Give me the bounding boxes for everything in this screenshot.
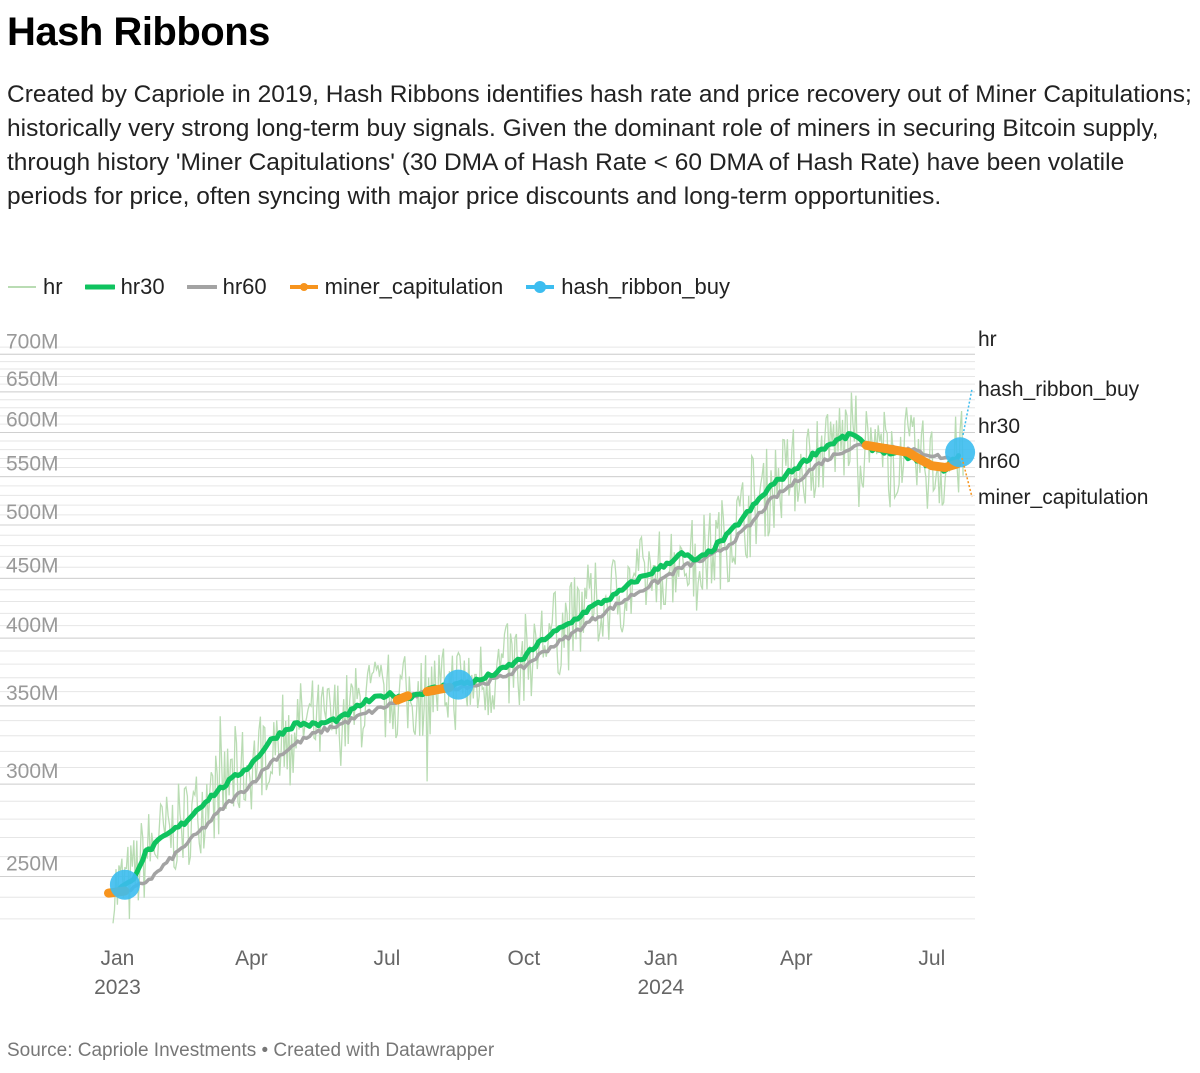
hr30-line [110,431,962,895]
hash-ribbons-chart: 250M 300M 350M 400M 450M 500M 550M 600M 650M 700M… [0,328,1148,999]
legend-item-miner-capitulation[interactable]: miner_capitulation [289,274,504,300]
hr30-series [110,431,962,895]
legend-label-hr60: hr60 [222,274,267,299]
x-tick-label: Jul [918,947,945,970]
hr60-line [129,442,961,893]
x-tick-label: Jan [101,947,135,970]
legend-label-miner-capitulation: miner_capitulation [324,274,504,299]
legend-item-hash-ribbon-buy[interactable]: hash_ribbon_buy [525,274,730,300]
y-tick-label: 650M [6,368,59,391]
x-tick-label: Oct [508,947,541,970]
end-labels: hr hash_ribbon_buy hr30 hr60 miner_capitulat… [961,328,1148,509]
end-label-leader [961,457,973,498]
x-tick-year-label: 2024 [638,976,685,999]
hash-ribbon-buy-point[interactable] [945,437,976,468]
legend-item-hr30[interactable]: hr30 [84,274,165,300]
legend: hr hr30 hr60 miner_capitulation hash_rib… [7,272,752,302]
y-tick-label: 550M [6,453,59,476]
hash-ribbon-buy-point[interactable] [109,869,140,900]
x-tick-year-label: 2023 [94,976,141,999]
legend-hr30-line-icon [84,284,115,290]
y-tick-label: 350M [6,682,59,705]
end-label-hash-ribbon-buy: hash_ribbon_buy [978,378,1140,401]
y-tick-label: 250M [6,853,59,876]
end-label-leader [962,388,973,436]
x-axis-labels: Jan 2023 Apr Jul Oct Jan 2024 Apr Jul [94,947,945,999]
hash-ribbon-buy-series [109,437,976,900]
legend-miner-capitulation-icon [289,283,318,291]
legend-item-hr60[interactable]: hr60 [186,274,267,300]
hr-series [112,392,964,924]
x-tick-label: Jan [644,947,678,970]
legend-hr60-line-icon [186,285,217,289]
chart-description: Created by Capriole in 2019, Hash Ribbon… [7,81,1192,210]
legend-hr-line-icon [8,286,36,288]
hash-ribbon-buy-point[interactable] [443,669,474,700]
legend-item-hr[interactable]: hr [7,274,63,300]
y-tick-label: 600M [6,408,59,431]
y-tick-label: 300M [6,760,59,783]
y-axis-labels: 250M 300M 350M 400M 450M 500M 550M 600M 650M 700M [6,330,59,875]
legend-label-hash-ribbon-buy: hash_ribbon_buy [561,274,731,299]
chart-title: Hash Ribbons [7,10,270,54]
source-note: Source: Capriole Investments • Created w… [7,1040,495,1061]
end-label-hr60: hr60 [978,450,1020,473]
legend-hash-ribbon-buy-icon [526,281,555,293]
end-label-miner-capitulation: miner_capitulation [978,486,1148,509]
x-tick-label: Apr [235,947,268,970]
x-tick-label: Jul [373,947,400,970]
miner-capitulation-segment [861,440,962,472]
end-label-hr30: hr30 [978,415,1020,438]
hr-line [112,392,964,924]
legend-label-hr30: hr30 [120,274,165,299]
y-tick-label: 500M [6,501,59,524]
end-label-hr: hr [978,328,997,351]
miner-capitulation-segment [392,691,413,705]
hr60-series [129,442,961,893]
legend-label-hr: hr [43,274,63,299]
y-tick-label: 400M [6,614,59,637]
y-tick-label: 700M [6,330,59,353]
y-tick-label: 450M [6,554,59,577]
x-tick-label: Apr [780,947,813,970]
